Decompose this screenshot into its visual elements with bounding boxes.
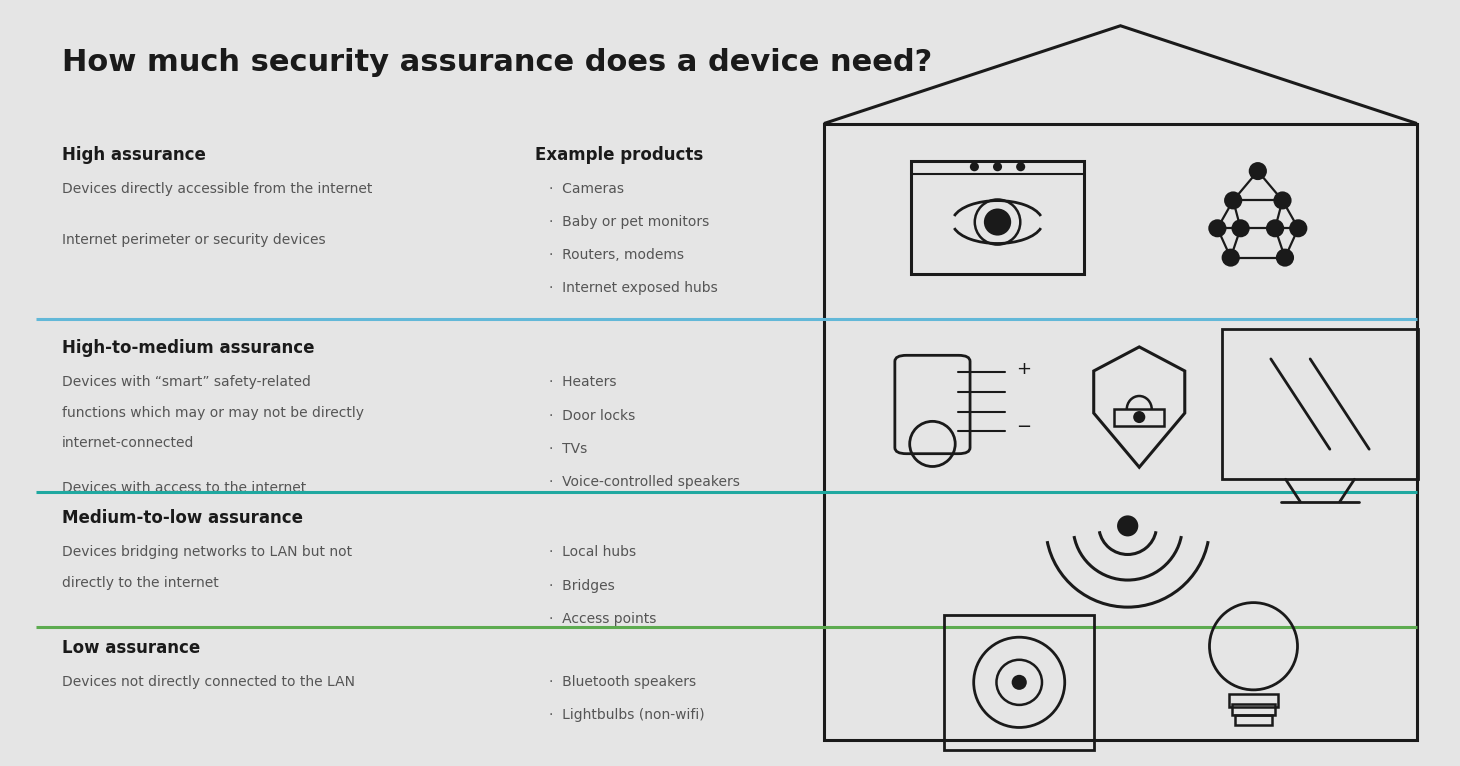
Text: High-to-medium assurance: High-to-medium assurance <box>61 339 314 358</box>
Ellipse shape <box>1276 249 1294 267</box>
Text: ·  Door locks: · Door locks <box>549 408 635 423</box>
Text: ·  Voice-controlled speakers: · Voice-controlled speakers <box>549 475 740 489</box>
Text: Low assurance: Low assurance <box>61 639 200 656</box>
Ellipse shape <box>1289 219 1307 237</box>
Text: Devices directly accessible from the internet: Devices directly accessible from the int… <box>61 182 372 196</box>
Text: ·  Lightbulbs (non-wifi): · Lightbulbs (non-wifi) <box>549 708 705 722</box>
Text: ·  Baby or pet monitors: · Baby or pet monitors <box>549 215 710 229</box>
Ellipse shape <box>1133 411 1145 423</box>
Text: ·  Bluetooth speakers: · Bluetooth speakers <box>549 675 696 689</box>
Text: Devices not directly connected to the LAN: Devices not directly connected to the LA… <box>61 675 355 689</box>
Text: Devices bridging networks to LAN but not: Devices bridging networks to LAN but not <box>61 545 352 559</box>
Ellipse shape <box>984 208 1012 236</box>
Text: Devices with “smart” safety-related: Devices with “smart” safety-related <box>61 375 311 389</box>
Ellipse shape <box>993 162 1002 172</box>
Ellipse shape <box>1117 516 1139 536</box>
Text: ·  Local hubs: · Local hubs <box>549 545 637 559</box>
Ellipse shape <box>1222 249 1240 267</box>
Text: −: − <box>1016 417 1031 436</box>
Text: functions which may or may not be directly: functions which may or may not be direct… <box>61 405 364 420</box>
Ellipse shape <box>1273 192 1292 209</box>
Text: ·  Routers, modems: · Routers, modems <box>549 248 685 263</box>
Text: ·  Heaters: · Heaters <box>549 375 616 389</box>
Text: Devices with access to the internet: Devices with access to the internet <box>61 481 307 495</box>
Ellipse shape <box>969 162 980 172</box>
Text: Medium-to-low assurance: Medium-to-low assurance <box>61 509 302 527</box>
Ellipse shape <box>1209 219 1226 237</box>
Ellipse shape <box>1012 675 1026 690</box>
Text: directly to the internet: directly to the internet <box>61 575 219 590</box>
Text: ·  TVs: · TVs <box>549 442 587 456</box>
Text: How much security assurance does a device need?: How much security assurance does a devic… <box>61 48 931 77</box>
Ellipse shape <box>1266 219 1285 237</box>
Ellipse shape <box>1016 162 1025 172</box>
Text: ·  Bridges: · Bridges <box>549 578 615 593</box>
Text: High assurance: High assurance <box>61 146 206 164</box>
Text: ·  Access points: · Access points <box>549 611 657 626</box>
Ellipse shape <box>1223 192 1242 209</box>
Text: ·  Internet exposed hubs: · Internet exposed hubs <box>549 281 718 296</box>
Ellipse shape <box>1248 162 1267 180</box>
Text: Internet perimeter or security devices: Internet perimeter or security devices <box>61 233 326 247</box>
Text: internet-connected: internet-connected <box>61 436 194 450</box>
Ellipse shape <box>1231 219 1250 237</box>
Text: ·  Cameras: · Cameras <box>549 182 625 196</box>
Text: +: + <box>1016 360 1031 378</box>
Text: Example products: Example products <box>534 146 704 164</box>
